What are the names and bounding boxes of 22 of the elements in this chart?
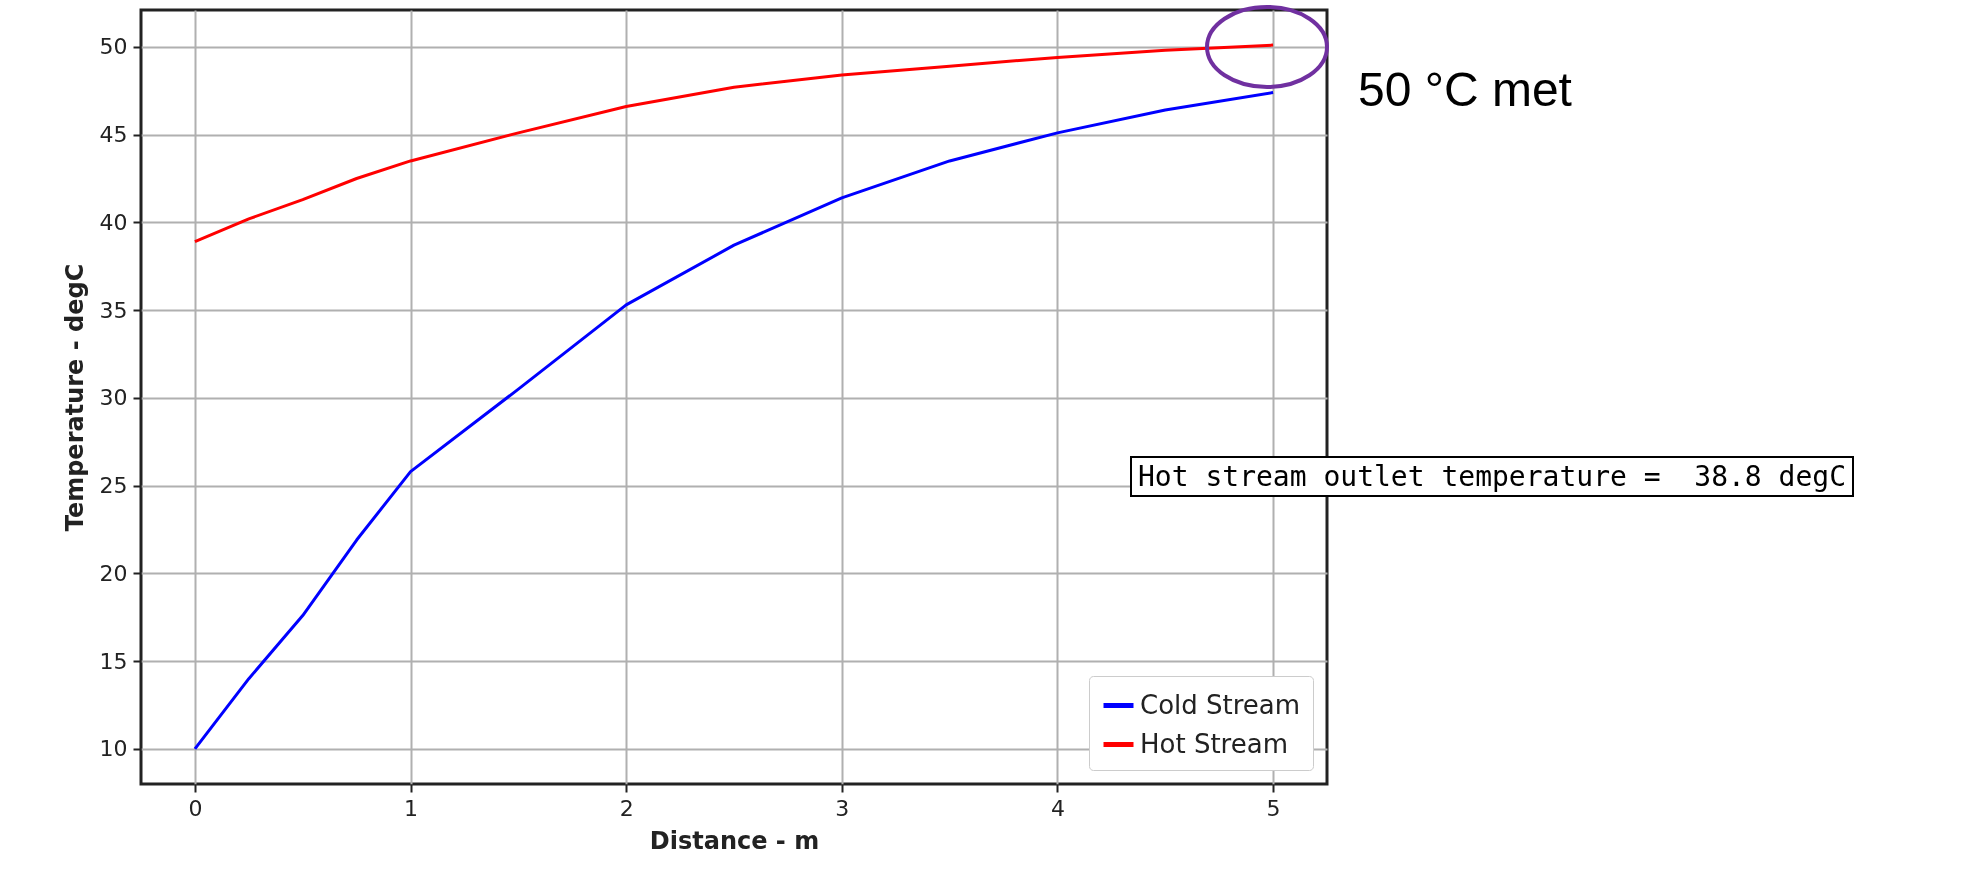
x-tick-label: 4: [1050, 795, 1065, 821]
x-axis-title: Distance - m: [649, 826, 820, 855]
y-tick-label: 45: [99, 122, 128, 148]
x-tick-label: 1: [404, 795, 419, 821]
x-tick-label: 0: [188, 795, 203, 821]
y-tick-label: 25: [99, 473, 128, 499]
y-tick-label: 40: [99, 209, 128, 235]
legend-label: Hot Stream: [1140, 728, 1288, 759]
y-tick-label: 20: [99, 560, 128, 586]
y-tick-label: 10: [99, 736, 128, 762]
x-tick-label: 3: [835, 795, 850, 821]
annotation: Hot stream outlet temperature = 38.8 degC: [1130, 456, 1855, 497]
text: 50 °C met: [1358, 62, 1572, 117]
y-tick-label: 15: [99, 648, 128, 674]
legend-label: Cold Stream: [1140, 689, 1301, 720]
line-series: [193, 43, 1275, 244]
y-tick-label: 35: [99, 297, 128, 323]
y-tick-label: 50: [99, 34, 128, 60]
x-tick-label: 2: [619, 795, 634, 821]
y-axis-title: Temperature - degC: [60, 263, 89, 532]
x-tick-label: 5: [1266, 795, 1281, 821]
y-tick-label: 30: [99, 385, 128, 411]
